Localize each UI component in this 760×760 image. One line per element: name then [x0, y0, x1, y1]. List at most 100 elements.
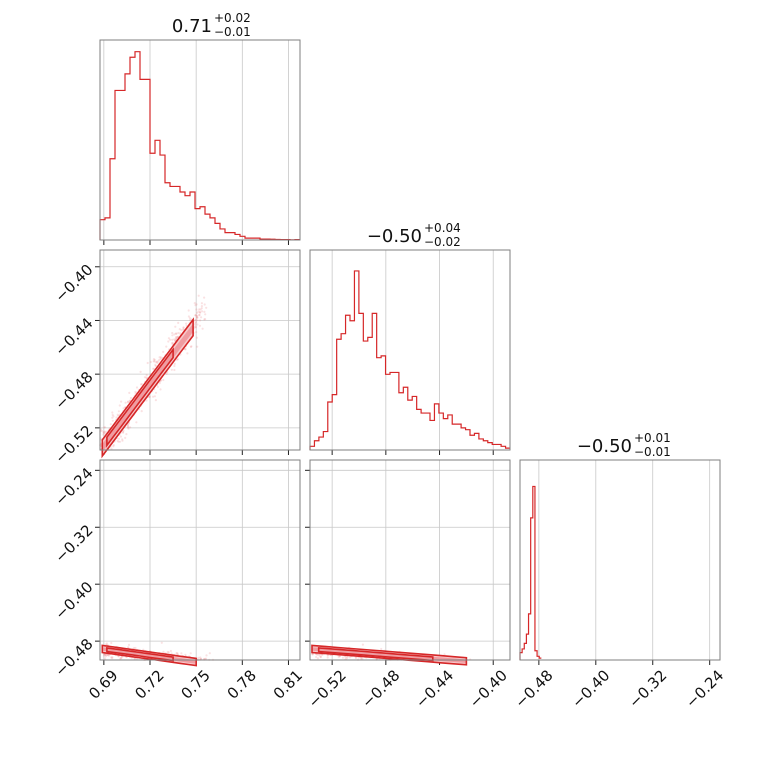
sample-point	[145, 374, 148, 377]
sample-point	[107, 654, 110, 657]
sample-point	[200, 305, 203, 308]
sample-point	[182, 328, 185, 331]
histogram-1	[309, 270, 510, 450]
x-tick-label: −0.40	[568, 666, 613, 711]
panel-frame	[99, 459, 301, 661]
contour-line-inner	[106, 347, 174, 448]
sample-point	[117, 414, 120, 417]
sample-point	[319, 655, 322, 659]
sample-point	[102, 426, 106, 429]
sample-point	[112, 415, 115, 418]
sample-point	[173, 338, 176, 341]
sample-point	[111, 411, 114, 414]
sample-point	[198, 311, 202, 314]
sample-point	[103, 653, 107, 656]
sample-point	[167, 651, 170, 654]
sample-point	[154, 363, 157, 366]
sample-point	[345, 657, 348, 660]
sample-point	[169, 649, 172, 653]
x-tick-label: −0.52	[305, 666, 350, 711]
sample-point	[171, 341, 174, 344]
sample-point	[176, 358, 179, 361]
sample-point	[200, 307, 203, 310]
sample-point	[184, 347, 187, 351]
sample-point	[182, 326, 185, 329]
sample-point	[201, 310, 204, 313]
sample-point	[153, 358, 156, 361]
sample-point	[170, 342, 174, 345]
panel-1-1	[309, 249, 511, 455]
sample-point	[194, 323, 197, 326]
y-tick-label: −0.40	[51, 261, 96, 306]
sample-point	[116, 413, 119, 416]
sample-point	[153, 395, 156, 398]
sample-point	[205, 657, 208, 660]
sample-point	[195, 336, 198, 339]
sample-point	[127, 426, 130, 429]
sample-point	[199, 657, 203, 661]
sample-point	[198, 314, 201, 317]
contour-line-inner	[106, 646, 174, 662]
sample-point	[195, 321, 198, 324]
sample-point	[171, 338, 174, 341]
sample-point	[175, 336, 178, 339]
sample-point	[115, 416, 118, 419]
sample-point	[157, 360, 160, 363]
sample-point	[203, 318, 206, 321]
sample-point	[134, 646, 137, 650]
x-tick-label: −0.24	[682, 666, 727, 711]
sample-point	[117, 440, 120, 443]
sample-point	[194, 319, 197, 322]
sample-point	[102, 432, 106, 435]
sample-point	[203, 296, 206, 299]
sample-point	[127, 643, 131, 647]
sample-point	[112, 444, 115, 447]
sample-point	[111, 657, 114, 660]
sample-point	[122, 407, 125, 410]
sample-point	[189, 319, 192, 322]
sample-point	[104, 426, 107, 429]
sample-point	[127, 400, 130, 403]
sample-point	[190, 345, 193, 348]
sample-point	[132, 647, 136, 650]
sample-point	[174, 325, 177, 328]
title-plus: +0.01	[634, 431, 671, 445]
sample-point	[119, 435, 122, 438]
y-tick-label: −0.32	[51, 521, 96, 566]
sample-point	[117, 655, 120, 658]
sample-point	[158, 382, 161, 385]
title-value: −0.50	[367, 226, 422, 247]
sample-point	[194, 304, 197, 307]
sample-point	[194, 322, 197, 325]
sample-point	[204, 313, 207, 316]
sample-point	[111, 416, 114, 419]
sample-point	[443, 653, 446, 656]
sample-point	[103, 431, 106, 434]
title-value: −0.50	[577, 436, 632, 457]
sample-point	[118, 440, 122, 443]
sample-point	[129, 426, 132, 429]
sample-point	[360, 657, 363, 661]
sample-point	[205, 306, 208, 309]
sample-point	[316, 653, 319, 656]
contour-line-outer	[101, 317, 194, 459]
sample-point	[158, 356, 161, 359]
sample-point	[176, 652, 179, 655]
sample-point	[189, 345, 192, 348]
sample-point	[170, 368, 173, 371]
y-tick-label: −0.48	[51, 368, 96, 413]
sample-point	[116, 439, 119, 442]
sample-point	[146, 361, 149, 365]
panel-frame	[99, 39, 301, 241]
sample-point	[117, 410, 120, 413]
x-tick-label: −0.48	[511, 666, 556, 711]
sample-point	[355, 656, 358, 659]
sample-point	[195, 316, 198, 319]
sample-point	[145, 399, 148, 402]
sample-point	[195, 308, 198, 311]
sample-point	[158, 358, 161, 361]
sample-point	[152, 360, 155, 363]
sample-point	[162, 650, 165, 654]
y-tick-label: −0.40	[51, 578, 96, 623]
sample-point	[326, 654, 329, 657]
